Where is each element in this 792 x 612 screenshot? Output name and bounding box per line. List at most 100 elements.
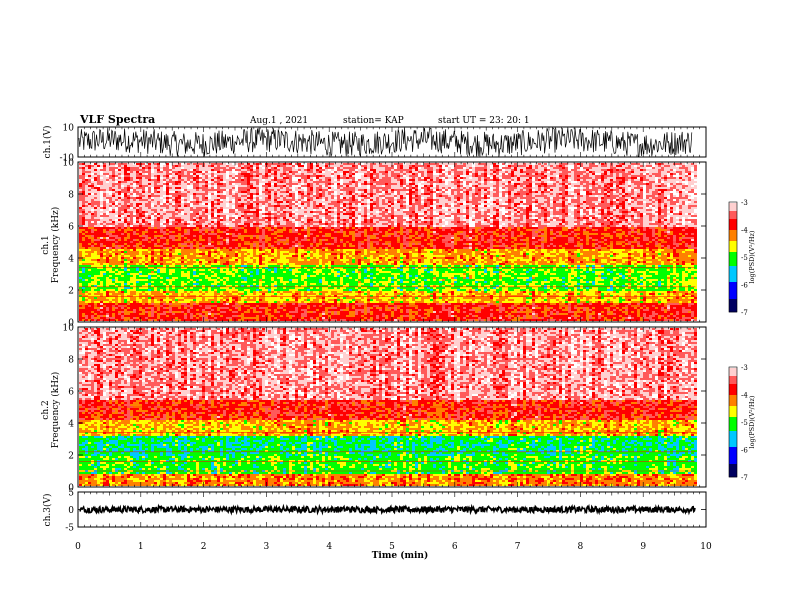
spectrogram-cell xyxy=(193,223,196,225)
spectrogram-cell xyxy=(202,261,205,263)
spectrogram-cell xyxy=(127,205,130,207)
spectrogram-cell xyxy=(214,187,217,189)
spectrogram-cell xyxy=(217,319,220,321)
spectrogram-cell xyxy=(172,301,175,303)
spectrogram-cell xyxy=(160,185,163,187)
spectrogram-cell xyxy=(196,293,199,295)
spectrogram-cell xyxy=(115,279,118,281)
spectrogram-cell xyxy=(118,269,121,271)
spectrogram-cell xyxy=(127,271,130,273)
spectrogram-cell xyxy=(100,257,103,259)
spectrogram-cell xyxy=(121,239,124,241)
spectrogram-cell xyxy=(196,193,199,195)
spectrogram-cell xyxy=(82,317,85,319)
spectrogram-cell xyxy=(178,165,181,167)
spectrogram-cell xyxy=(202,311,205,313)
spectrogram-cell xyxy=(169,251,172,253)
spectrogram-cell xyxy=(202,175,205,177)
spectrogram-cell xyxy=(85,255,88,257)
spectrogram-cell xyxy=(97,237,100,239)
spectrogram-cell xyxy=(109,257,112,259)
spectrogram-cell xyxy=(211,195,214,197)
spectrogram-cell xyxy=(187,277,190,279)
spectrogram-cell xyxy=(142,237,145,239)
spectrogram-cell xyxy=(232,171,235,173)
spectrogram-cell xyxy=(163,215,166,217)
spectrogram-cell xyxy=(205,261,208,263)
spectrogram-cell xyxy=(166,233,169,235)
spectrogram-cell xyxy=(133,193,136,195)
spectrogram-cell xyxy=(214,163,217,165)
spectrogram-cell xyxy=(133,233,136,235)
spectrogram-cell xyxy=(193,185,196,187)
spectrogram-cell xyxy=(136,221,139,223)
spectrogram-cell xyxy=(199,189,202,191)
spectrogram-cell xyxy=(139,295,142,297)
spectrogram-cell xyxy=(145,243,148,245)
spectrogram-cell xyxy=(124,255,127,257)
spectrogram-cell xyxy=(220,193,223,195)
spectrogram-cell xyxy=(106,303,109,305)
spectrogram-cell xyxy=(193,231,196,233)
spectrogram-cell xyxy=(106,231,109,233)
spectrogram-cell xyxy=(79,297,82,299)
spectrogram-cell xyxy=(211,189,214,191)
spectrogram-cell xyxy=(157,169,160,171)
spectrogram-cell xyxy=(199,207,202,209)
spectrogram-cell xyxy=(181,261,184,263)
spectrogram-cell xyxy=(127,175,130,177)
spectrogram-cell xyxy=(160,205,163,207)
spectrogram-cell xyxy=(97,279,100,281)
spectrogram-cell xyxy=(187,201,190,203)
spectrogram-cell xyxy=(148,219,151,221)
spectrogram-cell xyxy=(106,215,109,217)
spectrogram-cell xyxy=(121,195,124,197)
spectrogram-cell xyxy=(133,231,136,233)
spectrogram-cell xyxy=(232,277,235,279)
spectrogram-cell xyxy=(166,273,169,275)
spectrogram-cell xyxy=(148,287,151,289)
spectrogram-cell xyxy=(124,191,127,193)
spectrogram-cell xyxy=(187,207,190,209)
spectrogram-cell xyxy=(91,185,94,187)
spectrogram-cell xyxy=(97,233,100,235)
spectrogram-cell xyxy=(193,253,196,255)
spectrogram-cell xyxy=(220,311,223,313)
spectrogram-cell xyxy=(145,167,148,169)
spectrogram-cell xyxy=(157,193,160,195)
spectrogram-cell xyxy=(208,209,211,211)
spectrogram-cell xyxy=(172,189,175,191)
spectrogram-cell xyxy=(205,283,208,285)
spectrogram-cell xyxy=(139,175,142,177)
spectrogram-cell xyxy=(112,171,115,173)
spectrogram-cell xyxy=(208,257,211,259)
spectrogram-cell xyxy=(193,319,196,321)
spectrogram-cell xyxy=(220,227,223,229)
spectrogram-cell xyxy=(205,317,208,319)
spectrogram-cell xyxy=(91,279,94,281)
spectrogram-cell xyxy=(142,315,145,317)
spectrogram-cell xyxy=(88,183,91,185)
spectrogram-cell xyxy=(121,173,124,175)
spectrogram-cell xyxy=(145,181,148,183)
spectrogram-cell xyxy=(181,179,184,181)
spectrogram-cell xyxy=(208,249,211,251)
spectrogram-cell xyxy=(133,315,136,317)
spectrogram-cell xyxy=(112,225,115,227)
spectrogram-cell xyxy=(169,185,172,187)
spectrogram-cell xyxy=(166,259,169,261)
spectrogram-cell xyxy=(151,173,154,175)
spectrogram-cell xyxy=(133,265,136,267)
spectrogram-cell xyxy=(124,249,127,251)
spectrogram-cell xyxy=(190,199,193,201)
spectrogram-cell xyxy=(127,299,130,301)
spectrogram-cell xyxy=(106,177,109,179)
spectrogram-cell xyxy=(208,283,211,285)
spectrogram-cell xyxy=(223,195,226,197)
spectrogram-cell xyxy=(196,173,199,175)
spectrogram-cell xyxy=(136,205,139,207)
spectrogram-cell xyxy=(151,259,154,261)
spectrogram-cell xyxy=(139,225,142,227)
spectrogram-cell xyxy=(157,221,160,223)
spectrogram-cell xyxy=(118,317,121,319)
